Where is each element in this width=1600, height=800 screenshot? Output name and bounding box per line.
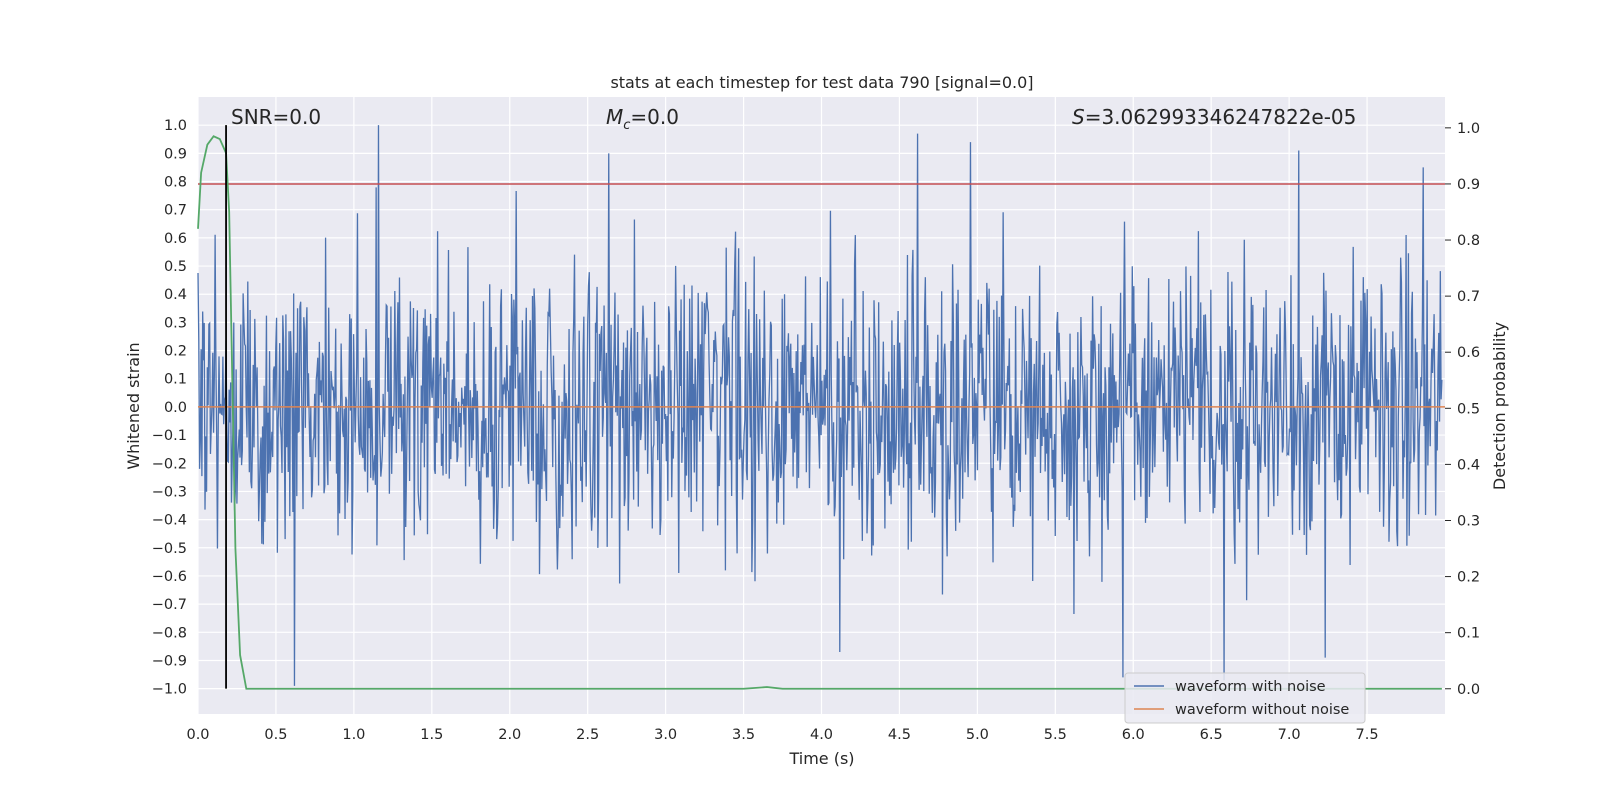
- x-tick-label: 6.5: [1200, 727, 1223, 743]
- x-tick-label: 3.5: [732, 727, 755, 743]
- series-waveform-with-noise: [197, 125, 1443, 686]
- x-tick-label: 0.0: [186, 727, 209, 743]
- y-left-tick-label: 0.2: [164, 344, 187, 360]
- y-left-tick-label: 0.8: [164, 175, 187, 191]
- x-axis-ticks: 0.0 0.5 1.0 1.5 2.0 2.5 3.0 3.5 4.0 4.5 5.0 5.5 6.0 6…: [186, 727, 1378, 743]
- y-left-tick-label: −0.5: [152, 541, 187, 557]
- y-left-tick-label: −0.3: [152, 484, 187, 500]
- y-right-axis-label: Detection probability: [1490, 322, 1509, 490]
- y-left-tick-label: −0.7: [152, 597, 187, 613]
- s-symbol: S: [1072, 105, 1085, 129]
- y-right-tick-label: 0.2: [1457, 570, 1480, 586]
- y-right-tick-label: 0.3: [1457, 513, 1480, 529]
- annotation-snr: SNR=0.0: [231, 105, 321, 129]
- y-left-tick-label: −0.8: [152, 625, 187, 641]
- x-tick-label: 4.0: [810, 727, 833, 743]
- chart-title: stats at each timestep for test data 790…: [610, 73, 1033, 92]
- y-left-tick-label: −1.0: [152, 682, 187, 698]
- x-tick-label: 4.5: [888, 727, 911, 743]
- chirp-mass-symbol: M: [606, 105, 623, 129]
- x-tick-label: 5.0: [966, 727, 989, 743]
- x-tick-label: 5.5: [1044, 727, 1067, 743]
- x-tick-label: 7.0: [1278, 727, 1301, 743]
- x-axis-label: Time (s): [788, 749, 854, 768]
- y-left-tick-label: 0.4: [164, 287, 187, 303]
- y-left-tick-label: 0.3: [164, 315, 187, 331]
- x-tick-label: 6.0: [1122, 727, 1145, 743]
- s-value: =3.062993346247822e-05: [1085, 105, 1357, 129]
- chirp-mass-value: =0.0: [630, 105, 679, 129]
- legend-box: [1124, 672, 1366, 724]
- y-left-tick-label: 0.5: [164, 259, 187, 275]
- y-left-axis-ticks: 1.0 0.9 0.8 0.7 0.6 0.5 0.4 0.3 0.2 0.1 0.0 −0.1 −0.…: [152, 118, 187, 697]
- y-left-tick-label: 0.1: [164, 372, 187, 388]
- y-right-axis-ticks: 1.0 0.9 0.8 0.7 0.6 0.5 0.4 0.3 0.2 0.1 0.0: [1445, 121, 1480, 698]
- y-left-axis-label: Whitened strain: [124, 342, 143, 469]
- detection-probability-line: [197, 135, 1442, 690]
- series-lines: [197, 125, 1445, 690]
- x-tick-label: 2.0: [498, 727, 521, 743]
- annotation-s: S=3.062993346247822e-05: [1072, 105, 1356, 129]
- annotation-chirp-mass: Mc=0.0: [606, 105, 679, 133]
- waveform-with-noise-line: [197, 125, 1443, 686]
- y-right-tick-label: 0.0: [1457, 682, 1480, 698]
- x-tick-label: 7.5: [1356, 727, 1379, 743]
- y-right-tick-label: 1.0: [1457, 121, 1480, 137]
- y-left-tick-label: 0.6: [164, 231, 187, 247]
- x-tick-label: 3.0: [654, 727, 677, 743]
- legend-label-waveform-without-noise: waveform without noise: [1175, 702, 1349, 718]
- y-right-tick-label: 0.9: [1457, 177, 1480, 193]
- y-left-tick-label: 0.9: [164, 146, 187, 162]
- x-tick-label: 1.0: [342, 727, 365, 743]
- y-left-tick-label: 0.7: [164, 203, 187, 219]
- x-tick-label: 2.5: [576, 727, 599, 743]
- x-tick-label: 0.5: [264, 727, 287, 743]
- y-right-tick-label: 0.4: [1457, 457, 1480, 473]
- y-right-tick-label: 0.6: [1457, 345, 1480, 361]
- y-left-tick-label: −0.9: [152, 653, 187, 669]
- legend-label-waveform-with-noise: waveform with noise: [1175, 679, 1326, 695]
- y-left-tick-label: −0.2: [152, 456, 187, 472]
- legend: waveform with noise waveform without noi…: [1124, 672, 1366, 724]
- y-right-tick-label: 0.5: [1457, 401, 1480, 417]
- chirp-mass-subscript: c: [623, 118, 630, 133]
- y-left-tick-label: −0.1: [152, 428, 187, 444]
- x-tick-label: 1.5: [420, 727, 443, 743]
- y-right-tick-label: 0.7: [1457, 289, 1480, 305]
- y-left-tick-label: −0.6: [152, 569, 187, 585]
- y-left-tick-label: 0.0: [164, 400, 187, 416]
- y-left-tick-label: 1.0: [164, 118, 187, 134]
- y-left-tick-label: −0.4: [152, 513, 187, 529]
- y-right-tick-label: 0.1: [1457, 626, 1480, 642]
- y-right-tick-label: 0.8: [1457, 233, 1480, 249]
